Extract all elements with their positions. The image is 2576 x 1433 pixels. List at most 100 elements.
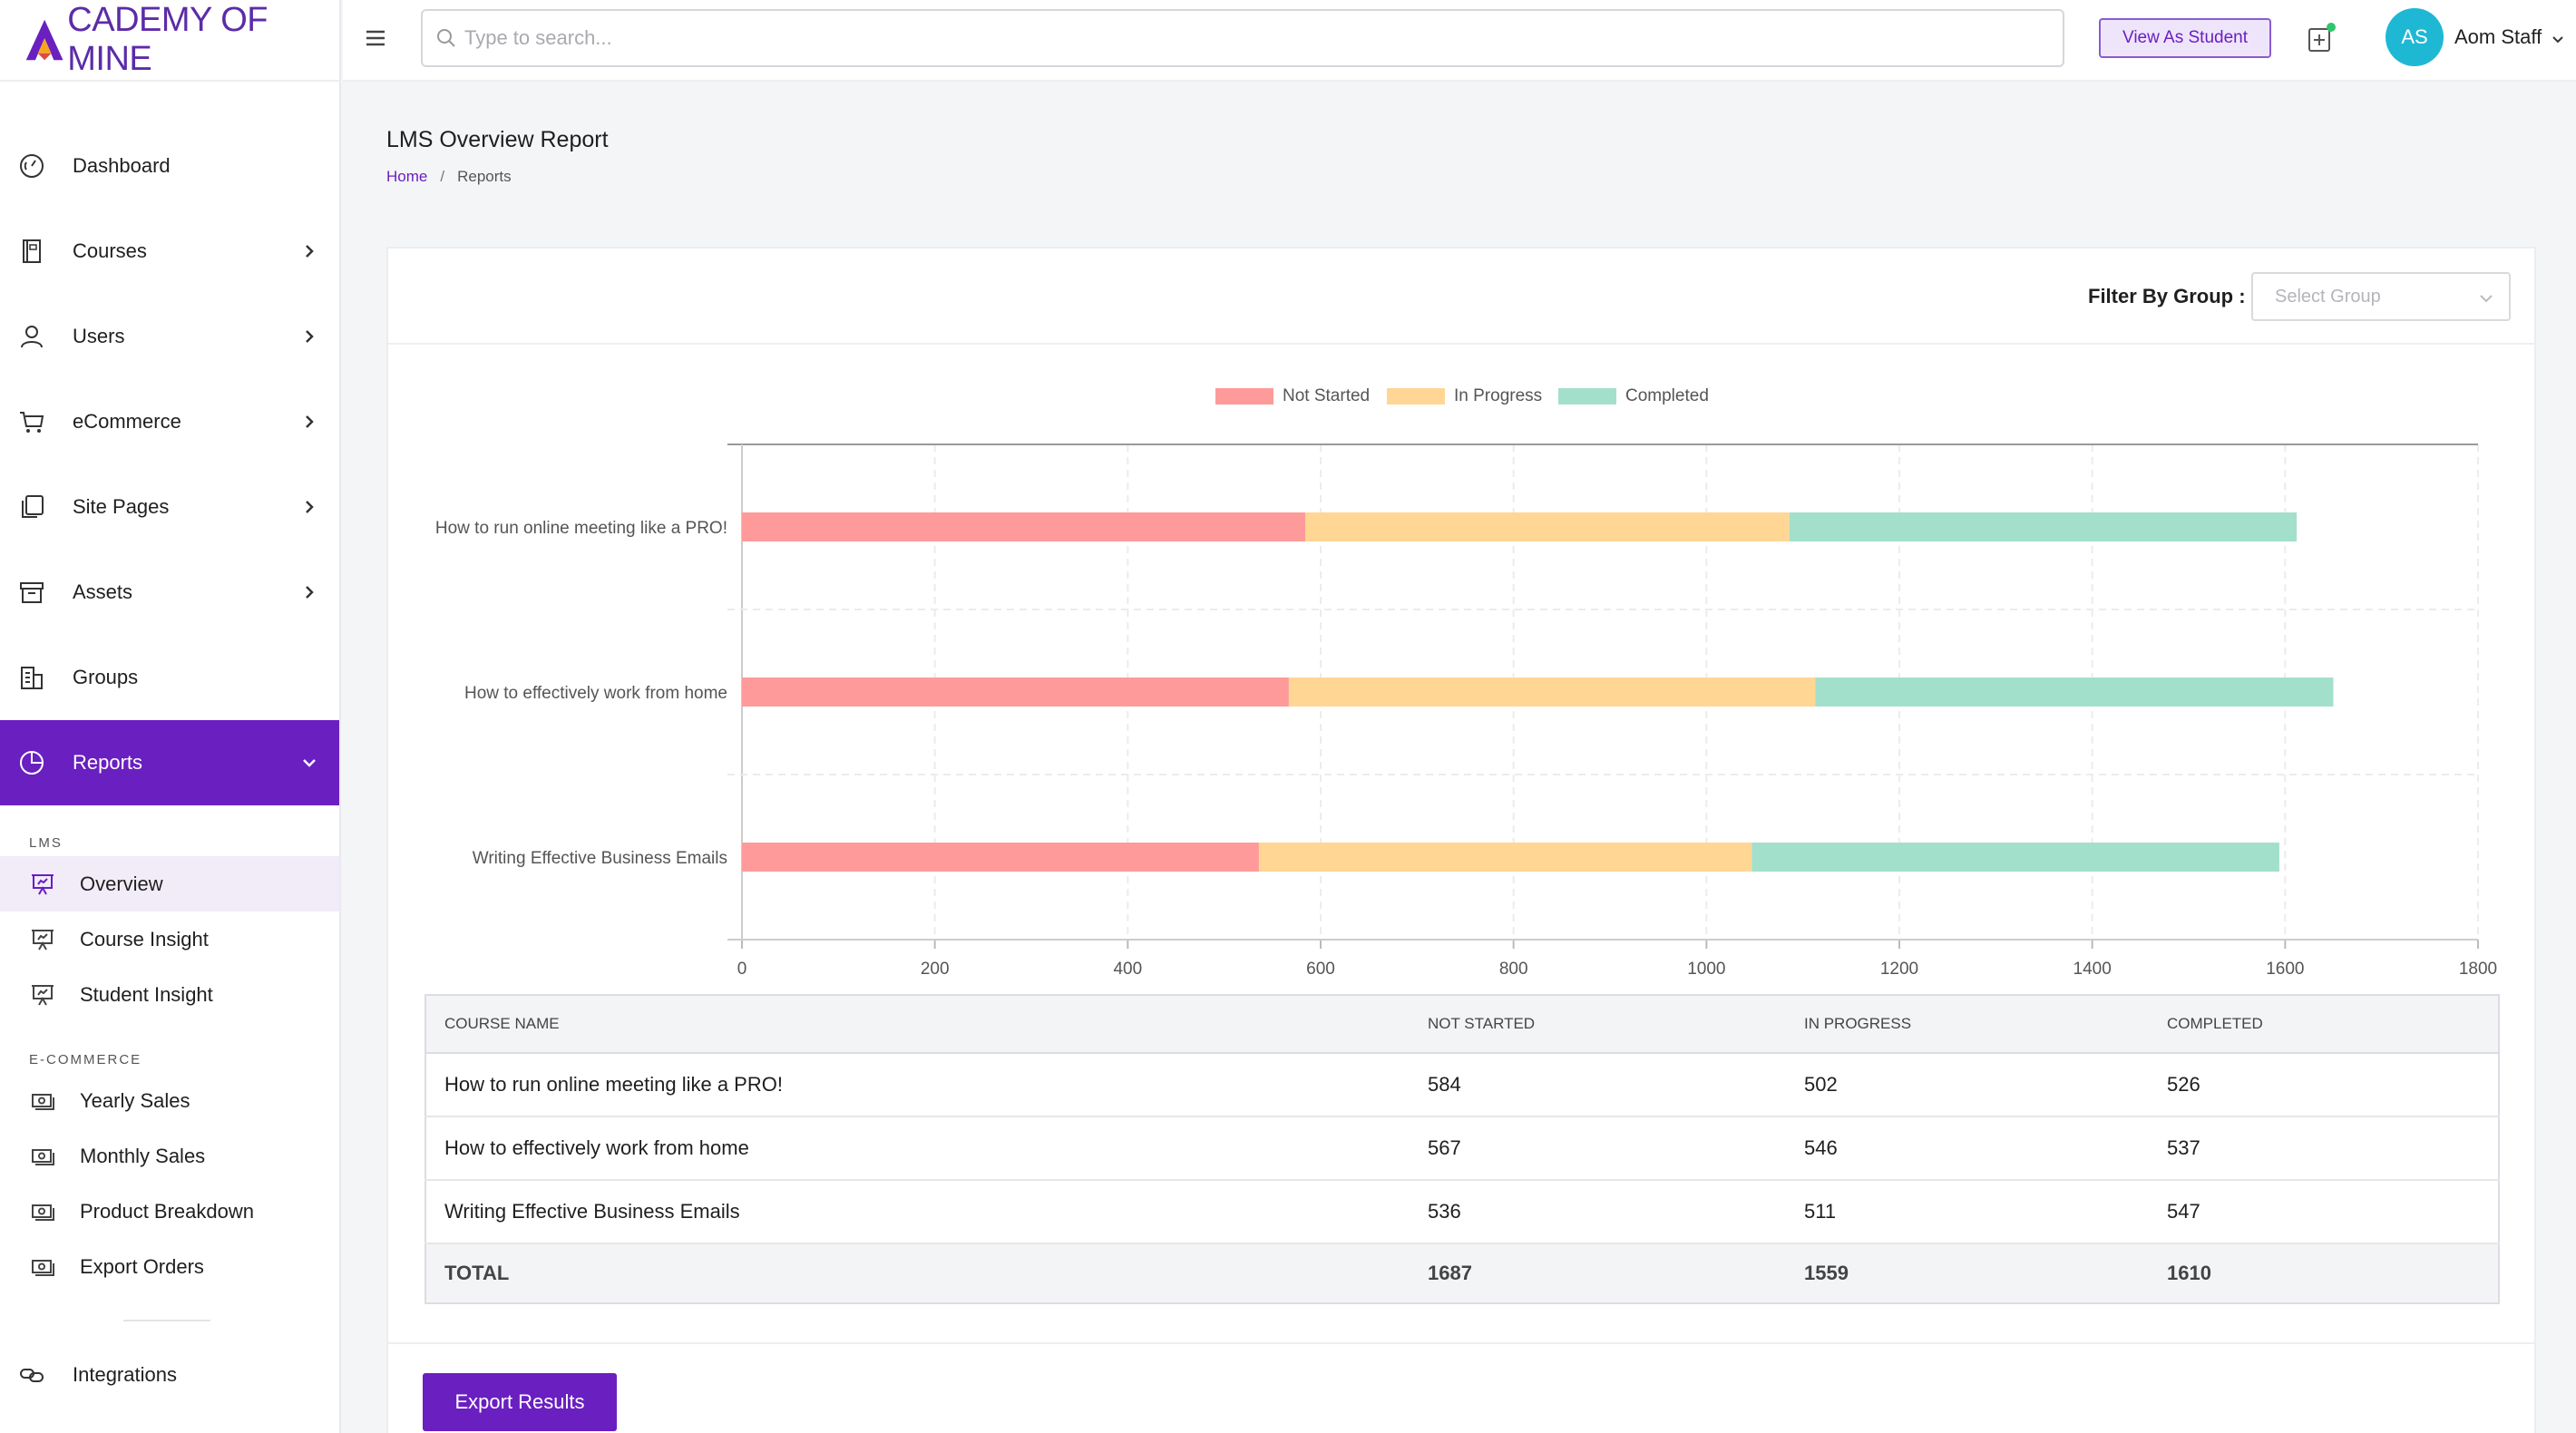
sidebar-item-yearly-sales[interactable]: Yearly Sales	[0, 1073, 339, 1128]
money-icon	[32, 1148, 54, 1165]
sidebar-item-label: Yearly Sales	[80, 1088, 190, 1112]
column-header[interactable]: IN PROGRESS	[1786, 995, 2149, 1054]
column-header[interactable]: COURSE NAME	[425, 995, 1410, 1054]
money-icon	[32, 1093, 54, 1110]
report-table: COURSE NAME NOT STARTED IN PROGRESS COMP…	[424, 994, 2500, 1304]
money-icon	[32, 1204, 54, 1221]
x-tick-label: 0	[737, 960, 747, 979]
sidebar-item-site-pages[interactable]: Site Pages	[0, 464, 339, 550]
column-header[interactable]: NOT STARTED	[1410, 995, 1786, 1054]
breadcrumb-current: Reports	[457, 168, 512, 185]
sidebar-item-groups[interactable]: Groups	[0, 635, 339, 720]
bar-segment	[742, 843, 1259, 872]
legend-label: Completed	[1625, 386, 1709, 405]
sidebar-item-course-insight[interactable]: Course Insight	[0, 911, 339, 967]
report-card: Filter By Group : Select Group Not Start…	[386, 247, 2536, 1433]
main-nav: Dashboard Courses Users eCommerce	[0, 82, 339, 805]
table-header-row: COURSE NAME NOT STARTED IN PROGRESS COMP…	[425, 995, 2499, 1054]
sidebar-item-label: Export Orders	[80, 1254, 204, 1278]
add-notification-icon[interactable]	[2304, 22, 2340, 58]
chevron-down-icon[interactable]	[2551, 33, 2565, 47]
filter-row: Filter By Group : Select Group	[388, 249, 2534, 345]
bar-segment	[742, 678, 1289, 707]
logo[interactable]: CADEMY OF MINE	[0, 0, 339, 82]
x-tick-label: 200	[921, 960, 950, 979]
sidebar-item-label: Product Breakdown	[80, 1199, 254, 1223]
book-icon	[18, 238, 45, 265]
completed-cell: 537	[2149, 1116, 2499, 1181]
x-tick-label: 1600	[2266, 960, 2304, 979]
sidebar-item-product-breakdown[interactable]: Product Breakdown	[0, 1184, 339, 1239]
legend-swatch	[1215, 388, 1273, 405]
bar-segment	[742, 512, 1305, 541]
table-row: Writing Effective Business Emails 536 51…	[425, 1180, 2499, 1244]
sidebar-item-label: Reports	[73, 751, 143, 774]
breadcrumb-home-link[interactable]: Home	[386, 168, 428, 185]
presentation-chart-icon	[32, 929, 54, 950]
ecommerce-section-heading: E-COMMERCE	[29, 1052, 142, 1067]
table-row: How to run online meeting like a PRO! 58…	[425, 1053, 2499, 1117]
chevron-down-icon	[303, 759, 316, 767]
breadcrumb: Home / Reports	[386, 168, 512, 186]
chevron-right-icon	[306, 586, 314, 599]
bar-segment	[1288, 678, 1816, 707]
in-progress-cell: 546	[1786, 1116, 2149, 1181]
sidebar-item-student-insight[interactable]: Student Insight	[0, 967, 339, 1022]
total-in-progress-cell: 1559	[1786, 1243, 2149, 1303]
not-started-cell: 584	[1410, 1053, 1786, 1117]
sidebar-item-label: Users	[73, 325, 125, 347]
x-tick-label: 1200	[1880, 960, 1918, 979]
sidebar-item-dashboard[interactable]: Dashboard	[0, 123, 339, 209]
link-icon	[18, 1361, 45, 1389]
export-footer: Export Results	[388, 1342, 2534, 1431]
sidebar-item-label: Overview	[80, 872, 163, 895]
chevron-right-icon	[306, 501, 314, 513]
sidebar-item-label: Dashboard	[73, 154, 171, 177]
legend-label: In Progress	[1454, 386, 1542, 405]
in-progress-cell: 502	[1786, 1053, 2149, 1117]
search-input[interactable]	[464, 26, 2006, 50]
x-tick-label: 400	[1113, 960, 1142, 979]
y-category-label: Writing Effective Business Emails	[473, 849, 727, 868]
group-select-value: Select Group	[2275, 286, 2381, 307]
sidebar-item-courses[interactable]: Courses	[0, 209, 339, 294]
sidebar-item-assets[interactable]: Assets	[0, 550, 339, 635]
x-tick-label: 1400	[2073, 960, 2112, 979]
sidebar-item-reports[interactable]: Reports	[0, 720, 339, 805]
search-box[interactable]	[421, 9, 2064, 67]
sidebar-item-export-orders[interactable]: Export Orders	[0, 1239, 339, 1294]
x-tick-label: 1000	[1687, 960, 1725, 979]
sidebar-item-monthly-sales[interactable]: Monthly Sales	[0, 1128, 339, 1184]
bar-segment	[1815, 678, 2334, 707]
x-tick-label: 600	[1306, 960, 1335, 979]
sidebar-item-users[interactable]: Users	[0, 294, 339, 379]
column-header[interactable]: COMPLETED	[2149, 995, 2499, 1054]
stacked-bar-chart: Not Started In Progress Completed 0 200 400 60…	[435, 386, 2497, 979]
x-tick-label: 1800	[2459, 960, 2497, 979]
hamburger-menu-icon[interactable]	[361, 24, 390, 53]
avatar[interactable]: AS	[2386, 8, 2444, 66]
export-results-button[interactable]: Export Results	[423, 1373, 617, 1431]
legend-label: Not Started	[1283, 386, 1370, 405]
view-as-student-button[interactable]: View As Student	[2099, 18, 2271, 58]
y-category-label: How to run online meeting like a PRO!	[435, 519, 727, 538]
sidebar-item-ecommerce[interactable]: eCommerce	[0, 379, 339, 464]
table-row: How to effectively work from home 567 54…	[425, 1116, 2499, 1181]
sidebar-item-integrations[interactable]: Integrations	[0, 1343, 339, 1407]
chevron-down-icon	[2480, 295, 2493, 303]
course-name-cell: Writing Effective Business Emails	[425, 1180, 1410, 1244]
group-select[interactable]: Select Group	[2251, 272, 2511, 321]
building-icon	[18, 664, 45, 691]
logo-text: CADEMY OF MINE	[67, 1, 268, 78]
user-name[interactable]: Aom Staff	[2454, 25, 2542, 48]
filter-by-group-label: Filter By Group :	[2088, 285, 2246, 307]
dashboard-gauge-icon	[18, 152, 45, 180]
archive-icon	[18, 579, 45, 606]
sidebar-item-label: Groups	[73, 666, 139, 688]
pages-icon	[18, 493, 45, 521]
x-tick-label: 800	[1499, 960, 1528, 979]
sidebar-item-overview[interactable]: Overview	[0, 856, 339, 911]
sidebar-item-label: Assets	[73, 580, 133, 603]
pie-chart-icon	[18, 749, 45, 776]
total-not-started-cell: 1687	[1410, 1243, 1786, 1303]
